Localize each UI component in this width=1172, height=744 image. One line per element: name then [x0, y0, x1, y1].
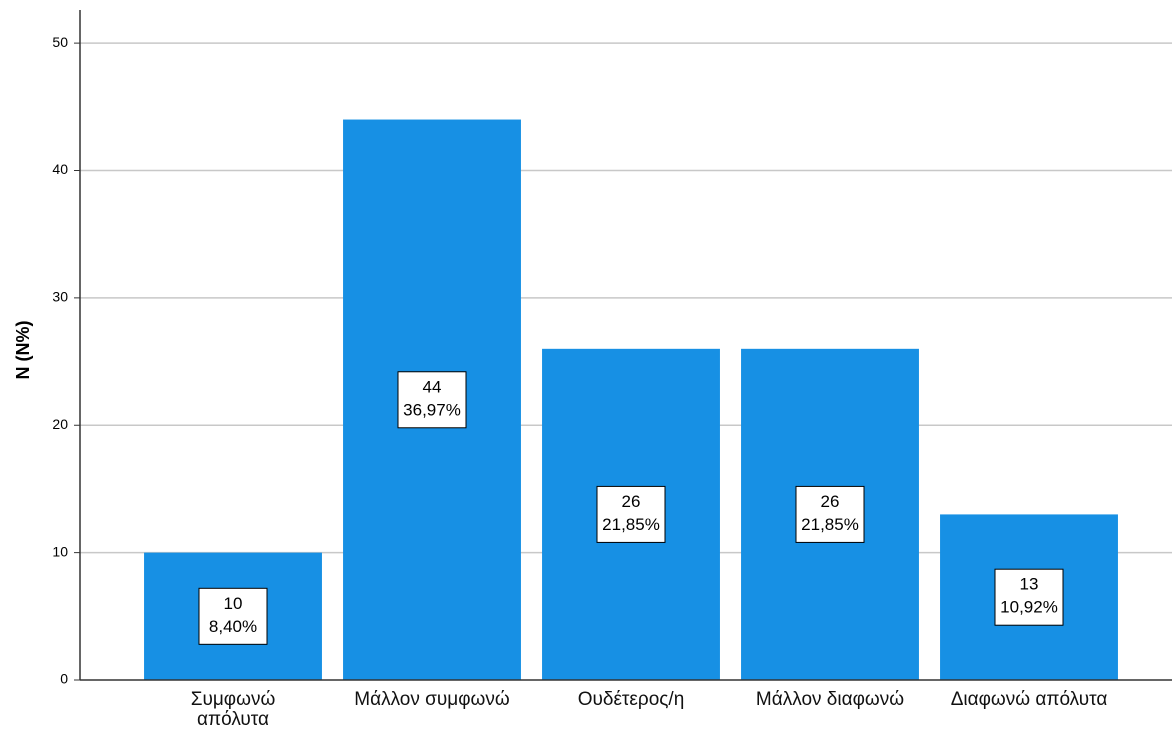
data-label-box	[397, 371, 467, 429]
data-label-box	[198, 587, 268, 645]
x-tick-label: Συμφωνώ απόλυτα	[190, 689, 276, 730]
data-label-box	[795, 485, 865, 543]
data-label-count: 13	[1020, 575, 1039, 594]
x-tick-label: Μάλλον διαφωνώ	[755, 689, 905, 710]
x-tick-label: Μάλλον συμφωνώ	[354, 689, 510, 710]
data-label-percent: 8,40%	[209, 617, 257, 636]
y-tick-label: 50	[52, 34, 68, 50]
y-tick-label: 10	[52, 543, 68, 559]
data-label-count: 26	[821, 492, 840, 511]
y-axis-label: N (N%)	[13, 321, 33, 380]
data-label-box	[596, 485, 666, 543]
data-label: 13 10,92%	[994, 568, 1064, 626]
data-label-count: 44	[423, 377, 442, 396]
y-tick-label: 30	[52, 289, 68, 305]
data-label-percent: 21,85%	[602, 515, 660, 534]
x-tick-label: Διαφωνώ απόλυτα	[950, 689, 1108, 710]
x-tick-label: Ουδέτερος/η	[577, 689, 685, 710]
data-label-percent: 21,85%	[801, 515, 859, 534]
y-tick-label: 0	[60, 671, 68, 687]
data-label-box	[994, 568, 1064, 626]
data-label: 26 21,85%	[795, 485, 865, 543]
data-label-percent: 10,92%	[1000, 598, 1058, 617]
data-label: 10 8,40%	[198, 587, 268, 645]
data-label-count: 26	[622, 492, 641, 511]
data-label: 44 36,97%	[397, 371, 467, 429]
y-tick-label: 20	[52, 416, 68, 432]
data-label-count: 10	[224, 594, 243, 613]
y-tick-label: 40	[52, 161, 68, 177]
data-label: 26 21,85%	[596, 485, 666, 543]
data-label-percent: 36,97%	[403, 400, 461, 419]
